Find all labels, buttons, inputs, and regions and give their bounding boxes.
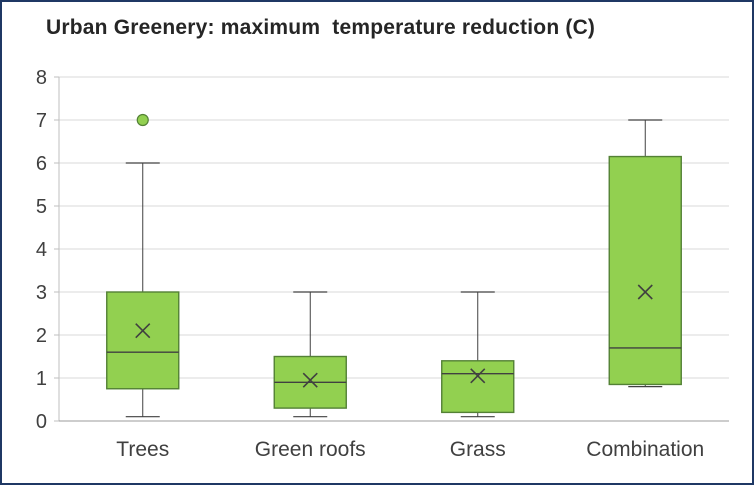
box-combination xyxy=(608,155,682,386)
y-tick-label: 8 xyxy=(36,67,47,89)
y-tick-label: 1 xyxy=(36,368,47,390)
y-tick-label: 2 xyxy=(36,325,47,347)
mean-marker xyxy=(135,323,151,339)
chart-title: Urban Greenery: maximum temperature redu… xyxy=(46,16,596,39)
y-tick-label: 4 xyxy=(36,239,47,261)
mean-marker xyxy=(470,368,486,384)
box-trees xyxy=(106,291,180,390)
mean-marker xyxy=(302,372,318,388)
y-tick-label: 3 xyxy=(36,282,47,304)
y-tick-label: 6 xyxy=(36,153,47,175)
y-tick-label: 7 xyxy=(36,110,47,132)
y-tick-label: 5 xyxy=(36,196,47,218)
outlier-point xyxy=(136,113,149,127)
x-category-label: Grass xyxy=(450,438,506,461)
x-category-label: Green roofs xyxy=(255,438,366,461)
y-tick-label: 0 xyxy=(36,411,47,433)
box-grass xyxy=(441,360,515,414)
mean-marker xyxy=(637,284,653,300)
x-category-label: Trees xyxy=(116,438,169,461)
x-category-label: Combination xyxy=(586,438,704,461)
